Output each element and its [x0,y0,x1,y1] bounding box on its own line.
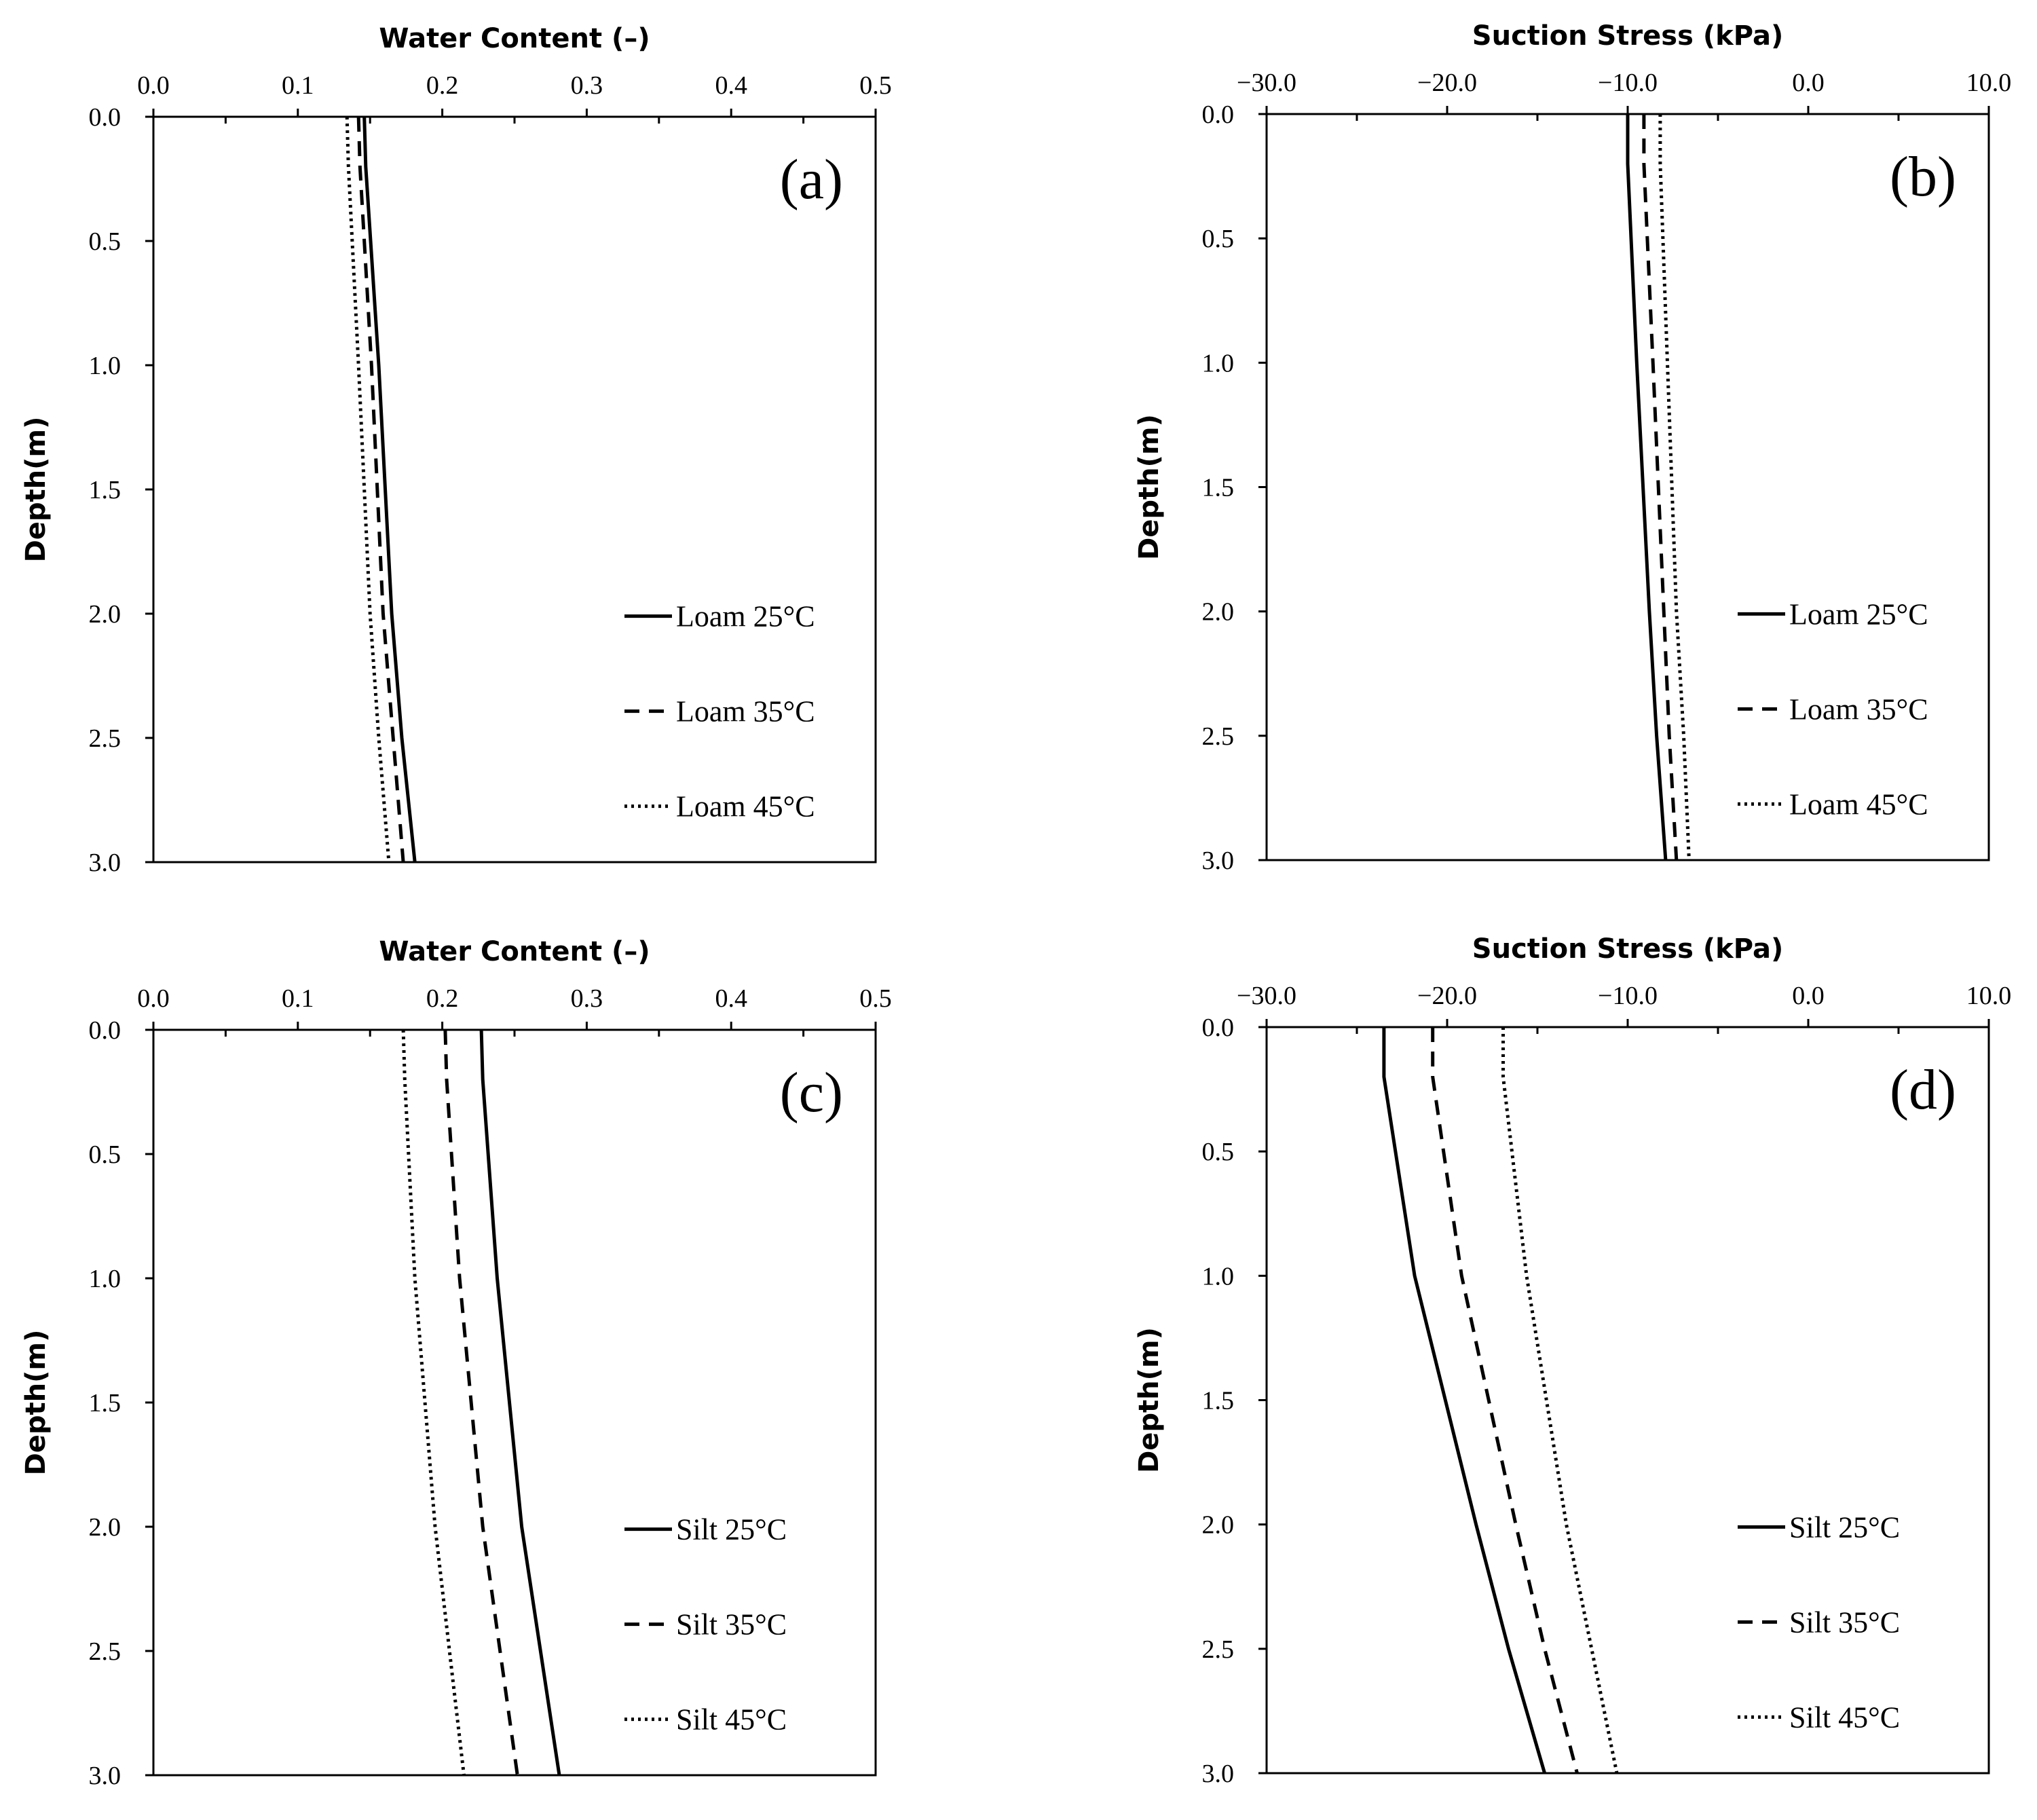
legend-label: Silt 35°C [1789,1605,1900,1639]
x-axis-title: Suction Stress (kPa) [1472,933,1783,965]
chart-panel-3: 0.0 0.1 0.2 0.3 0.4 0.5 0.0 0.5 1.0 1.5 2.0 2.5 3.0 W… [20,936,892,1790]
y-tick-label: 0.5 [1202,225,1235,253]
series-line-dotted [403,1030,464,1775]
y-tick-label: 1.5 [89,476,122,504]
x-tick-label: −20.0 [1417,69,1477,97]
x-tick-label: 0.3 [571,984,603,1013]
y-tick-label: 0.0 [1202,1014,1235,1042]
legend-label: Silt 45°C [676,1703,787,1737]
x-tick-label: 0.5 [859,984,892,1013]
y-axis-title: Depth(m) [1134,1327,1165,1473]
x-tick-label: −30.0 [1237,69,1296,97]
legend-label: Silt 25°C [1789,1510,1900,1544]
y-tick-label: 3.0 [1202,847,1235,875]
x-tick-label: 10.0 [1966,69,2012,97]
chart-panel-4: −30.0 −20.0 −10.0 0.0 10.0 0.0 0.5 1.0 1.5 2.0 2.5… [1134,933,2011,1788]
panel-label: (d) [1890,1058,1956,1121]
x-tick-label: 0.0 [137,984,170,1013]
x-tick-label: 0.2 [426,71,459,100]
y-tick-label: 0.5 [1202,1138,1235,1166]
y-tick-label: 1.0 [89,1265,122,1293]
legend-label: Loam 35°C [676,695,815,728]
series-line-dotted [1503,1027,1618,1773]
plot-frame [153,1030,876,1775]
y-tick-label: 1.5 [1202,474,1235,502]
y-axis-title: Depth(m) [20,417,52,563]
legend-label: Loam 25°C [1789,597,1928,631]
x-tick-label: 0.3 [571,71,603,100]
series-line-dotted [347,117,389,862]
x-tick-label: −10.0 [1598,69,1658,97]
x-tick-label: 0.1 [282,984,314,1013]
y-tick-label: 3.0 [1202,1760,1235,1788]
legend-label: Silt 35°C [676,1608,787,1641]
y-tick-label: 0.5 [89,227,122,256]
y-axis-title: Depth(m) [1134,414,1165,560]
legend-label: Silt 45°C [1789,1701,1900,1734]
plot-frame [1267,1027,1989,1773]
y-tick-label: 1.5 [89,1389,122,1417]
series-line-solid [481,1030,559,1775]
x-axis-title: Water Content (–) [379,23,650,54]
panel-label: (c) [780,1061,843,1124]
figure: 0.0 0.1 0.2 0.3 0.4 0.5 0.0 0.5 1.0 1.5 2.0 2.5 3.0 W… [0,0,2037,1820]
legend-label: Loam 45°C [676,790,815,823]
x-tick-label: 10.0 [1966,982,2012,1010]
y-tick-label: 2.0 [1202,598,1235,627]
x-tick-label: 0.0 [137,71,170,100]
x-tick-label: −20.0 [1417,982,1477,1010]
y-tick-label: 0.5 [89,1140,122,1169]
legend-label: Silt 25°C [676,1513,787,1546]
y-tick-label: 2.5 [1202,722,1235,751]
legend-label: Loam 35°C [1789,692,1928,726]
y-tick-label: 0.0 [89,1016,122,1045]
x-tick-label: 0.4 [715,71,747,100]
series-line-dotted [1660,114,1689,860]
legend-label: Loam 25°C [676,600,815,633]
y-tick-label: 1.5 [1202,1387,1235,1415]
x-tick-label: 0.5 [859,71,892,100]
series-line-dashed [358,117,403,862]
plot-frame [153,117,876,862]
series-line-solid [365,117,415,862]
series-line-solid [1384,1027,1545,1773]
x-tick-label: 0.4 [715,984,747,1013]
x-tick-label: −10.0 [1598,982,1658,1010]
panel-label: (a) [780,148,843,211]
chart-panel-1: 0.0 0.1 0.2 0.3 0.4 0.5 0.0 0.5 1.0 1.5 2.0 2.5 3.0 W… [20,23,892,877]
x-tick-label: 0.0 [1792,69,1825,97]
series-line-dashed [1644,114,1677,860]
panel-label: (b) [1890,145,1956,208]
y-tick-label: 3.0 [89,1762,122,1790]
x-tick-label: −30.0 [1237,982,1296,1010]
series-line-dashed [1433,1027,1577,1773]
y-tick-label: 1.0 [1202,349,1235,377]
y-tick-label: 1.0 [89,352,122,380]
x-axis-title: Water Content (–) [379,936,650,967]
y-tick-label: 0.0 [89,103,122,132]
plot-frame [1267,114,1989,860]
y-tick-label: 2.5 [89,1637,122,1666]
y-tick-label: 0.0 [1202,100,1235,129]
y-tick-label: 2.0 [89,600,122,629]
y-tick-label: 3.0 [89,849,122,877]
y-tick-label: 2.0 [1202,1511,1235,1540]
x-axis-title: Suction Stress (kPa) [1472,20,1783,52]
y-tick-label: 2.5 [89,724,122,753]
y-tick-label: 2.5 [1202,1635,1235,1664]
y-tick-label: 1.0 [1202,1262,1235,1290]
y-axis-title: Depth(m) [20,1330,52,1476]
x-tick-label: 0.0 [1792,982,1825,1010]
series-line-dashed [445,1030,517,1775]
chart-panel-2: −30.0 −20.0 −10.0 0.0 10.0 0.0 0.5 1.0 1.5 2.0 2.5… [1134,20,2011,875]
legend-label: Loam 45°C [1789,787,1928,821]
x-tick-label: 0.2 [426,984,459,1013]
y-tick-label: 2.0 [89,1513,122,1542]
x-tick-label: 0.1 [282,71,314,100]
